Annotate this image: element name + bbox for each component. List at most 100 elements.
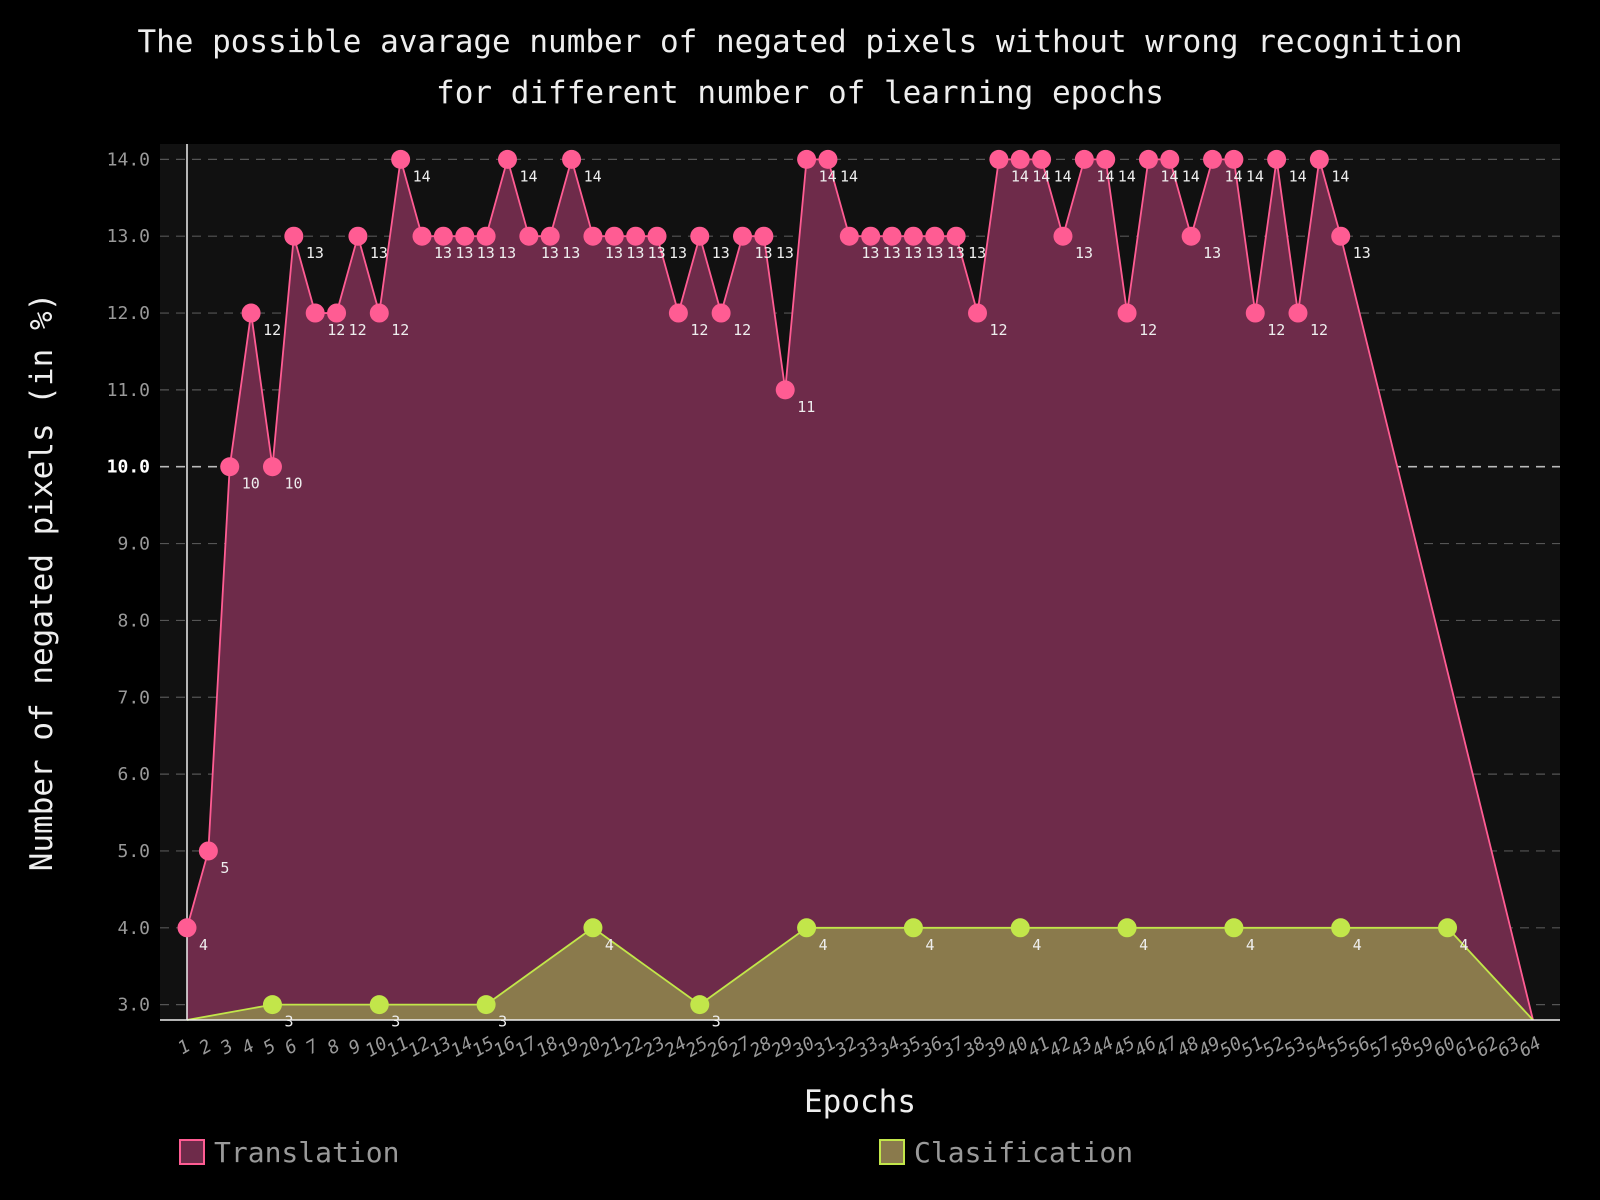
y-tick-label: 11.0	[107, 380, 150, 401]
marker-translation[interactable]	[562, 149, 582, 169]
marker-translation[interactable]	[989, 149, 1009, 169]
data-label-translation: 10	[284, 475, 302, 493]
data-label-translation: 13	[776, 244, 794, 262]
marker-translation[interactable]	[1288, 303, 1308, 323]
marker-translation[interactable]	[540, 226, 560, 246]
data-label-translation: 13	[626, 244, 644, 262]
marker-translation[interactable]	[412, 226, 432, 246]
marker-translation[interactable]	[647, 226, 667, 246]
marker-clasification[interactable]	[690, 995, 710, 1015]
marker-translation[interactable]	[690, 226, 710, 246]
marker-translation[interactable]	[946, 226, 966, 246]
marker-translation[interactable]	[519, 226, 539, 246]
marker-translation[interactable]	[968, 303, 988, 323]
marker-translation[interactable]	[1160, 149, 1180, 169]
series-markers	[177, 149, 1458, 1015]
marker-translation[interactable]	[1245, 303, 1265, 323]
data-label-translation: 13	[1353, 244, 1371, 262]
marker-translation[interactable]	[497, 149, 517, 169]
y-tick-label: 10.0	[107, 457, 150, 478]
marker-translation[interactable]	[668, 303, 688, 323]
marker-translation[interactable]	[604, 226, 624, 246]
marker-translation[interactable]	[198, 841, 218, 861]
marker-translation[interactable]	[241, 303, 261, 323]
marker-translation[interactable]	[1053, 226, 1073, 246]
data-label-translation: 12	[349, 321, 367, 339]
marker-translation[interactable]	[1074, 149, 1094, 169]
legend-swatch-clasification[interactable]	[879, 1139, 905, 1165]
marker-translation[interactable]	[1138, 149, 1158, 169]
data-label-clasification: 3	[284, 1013, 293, 1031]
marker-translation[interactable]	[1267, 149, 1287, 169]
data-label-clasification: 4	[1460, 936, 1469, 954]
marker-translation[interactable]	[732, 226, 752, 246]
marker-translation[interactable]	[925, 226, 945, 246]
marker-translation[interactable]	[626, 226, 646, 246]
series-area-clasification	[187, 927, 1533, 1020]
marker-clasification[interactable]	[1117, 918, 1137, 938]
marker-translation[interactable]	[775, 380, 795, 400]
marker-clasification[interactable]	[369, 995, 389, 1015]
x-tick-label: 4	[238, 1035, 258, 1059]
data-label-clasification: 4	[605, 936, 614, 954]
marker-clasification[interactable]	[476, 995, 496, 1015]
marker-translation[interactable]	[711, 303, 731, 323]
marker-translation[interactable]	[1010, 149, 1030, 169]
legend-label-translation[interactable]: Translation	[214, 1136, 399, 1169]
marker-translation[interactable]	[284, 226, 304, 246]
data-label-translation: 14	[584, 167, 602, 185]
marker-translation[interactable]	[262, 457, 282, 477]
marker-translation[interactable]	[797, 149, 817, 169]
data-label-translation: 14	[1096, 167, 1114, 185]
marker-translation[interactable]	[476, 226, 496, 246]
chart-title-line: The possible avarage number of negated p…	[137, 24, 1462, 60]
marker-translation[interactable]	[1331, 226, 1351, 246]
marker-clasification[interactable]	[903, 918, 923, 938]
marker-translation[interactable]	[433, 226, 453, 246]
marker-translation[interactable]	[369, 303, 389, 323]
marker-translation[interactable]	[1224, 149, 1244, 169]
marker-translation[interactable]	[305, 303, 325, 323]
marker-translation[interactable]	[327, 303, 347, 323]
marker-clasification[interactable]	[797, 918, 817, 938]
marker-translation[interactable]	[818, 149, 838, 169]
marker-translation[interactable]	[1203, 149, 1223, 169]
x-axis-title: Epochs	[804, 1084, 916, 1120]
marker-translation[interactable]	[903, 226, 923, 246]
data-label-translation: 13	[861, 244, 879, 262]
marker-translation[interactable]	[391, 149, 411, 169]
data-label-translation: 14	[1225, 167, 1243, 185]
marker-translation[interactable]	[1117, 303, 1137, 323]
data-label-translation: 14	[1032, 167, 1050, 185]
marker-translation[interactable]	[348, 226, 368, 246]
marker-translation[interactable]	[1032, 149, 1052, 169]
marker-clasification[interactable]	[1010, 918, 1030, 938]
marker-translation[interactable]	[455, 226, 475, 246]
marker-clasification[interactable]	[583, 918, 603, 938]
y-tick-label: 6.0	[117, 764, 150, 785]
marker-translation[interactable]	[583, 226, 603, 246]
data-label-translation: 13	[541, 244, 559, 262]
marker-translation[interactable]	[1181, 226, 1201, 246]
marker-clasification[interactable]	[1224, 918, 1244, 938]
marker-translation[interactable]	[861, 226, 881, 246]
marker-clasification[interactable]	[262, 995, 282, 1015]
data-label-clasification: 4	[819, 936, 828, 954]
marker-clasification[interactable]	[1331, 918, 1351, 938]
data-label-translation: 12	[1267, 321, 1285, 339]
marker-translation[interactable]	[1096, 149, 1116, 169]
marker-translation[interactable]	[882, 226, 902, 246]
x-tick-label: 5	[260, 1035, 280, 1059]
marker-translation[interactable]	[177, 918, 197, 938]
legend-swatch-translation[interactable]	[179, 1139, 205, 1165]
x-tick-label: 9	[345, 1035, 365, 1059]
legend[interactable]: Translation Clasification	[179, 1136, 1133, 1169]
marker-translation[interactable]	[1309, 149, 1329, 169]
marker-translation[interactable]	[754, 226, 774, 246]
marker-translation[interactable]	[839, 226, 859, 246]
marker-clasification[interactable]	[1438, 918, 1458, 938]
data-label-translation: 14	[519, 167, 537, 185]
y-tick-label: 3.0	[117, 995, 150, 1016]
legend-label-clasification[interactable]: Clasification	[914, 1136, 1133, 1169]
marker-translation[interactable]	[220, 457, 240, 477]
